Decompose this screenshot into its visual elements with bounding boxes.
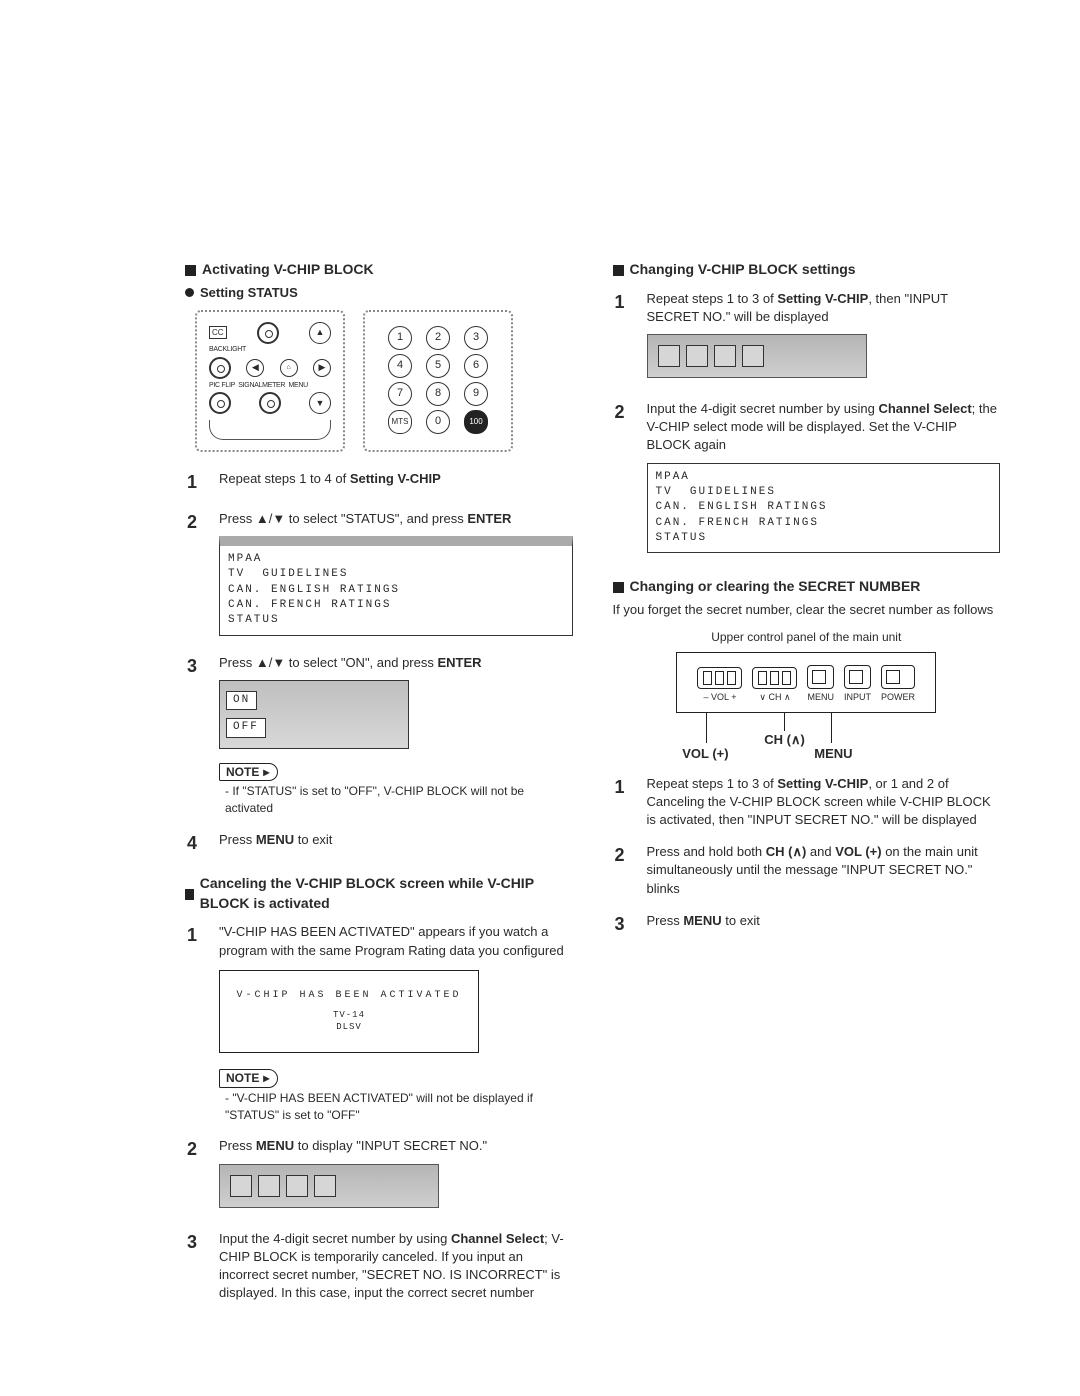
left-step-2: Press ▲/▼ to select "STATUS", and press … xyxy=(187,510,573,640)
panel-label-ch: CH (∧) xyxy=(764,731,805,749)
osd-status-list: MPAA TV GUIDELINES CAN. ENGLISH RATINGS … xyxy=(219,536,573,636)
left-step-4: Press MENU to exit xyxy=(187,831,573,856)
secret-step-2: Press and hold both CH (∧) and VOL (+) o… xyxy=(615,843,1001,898)
vchip-activated-screen: V-CHIP HAS BEEN ACTIVATED TV-14 DLSV xyxy=(219,970,479,1053)
remote-control-diagram: CC BACKLIGHT ◀ ⌂ ▶ PIC FLIP SIGNALMETER … xyxy=(195,310,345,453)
section-clearing: Changing or clearing the SECRET NUMBER xyxy=(613,577,1001,597)
sub-setting-status: Setting STATUS xyxy=(185,284,573,302)
pin-entry-box xyxy=(219,1164,439,1208)
section-activating: Activating V-CHIP BLOCK xyxy=(185,260,573,280)
cancel-step-2: Press MENU to display "INPUT SECRET NO." xyxy=(187,1137,573,1215)
main-unit-panel: – VOL + ∨ CH ∧ MENU INPUT POWER xyxy=(676,652,936,713)
note-status-off: - If "STATUS" is set to "OFF", V-CHIP BL… xyxy=(225,783,573,817)
osd-on-off: ON OFF xyxy=(219,680,409,749)
osd-status-list-2: MPAA TV GUIDELINES CAN. ENGLISH RATINGS … xyxy=(647,463,1001,554)
left-step-3: Press ▲/▼ to select "ON", and press ENTE… xyxy=(187,654,573,817)
panel-label-menu: MENU xyxy=(814,745,852,763)
secret-step-3: Press MENU to exit xyxy=(615,912,1001,937)
left-step-1: Repeat steps 1 to 4 of Setting V-CHIP xyxy=(187,470,573,495)
section-changing: Changing V-CHIP BLOCK settings xyxy=(613,260,1001,280)
pin-entry-box-2 xyxy=(647,334,867,378)
cancel-step-1: "V-CHIP HAS BEEN ACTIVATED" appears if y… xyxy=(187,923,573,1123)
note-label: NOTE▸ xyxy=(219,763,278,782)
note-vchip: - "V-CHIP HAS BEEN ACTIVATED" will not b… xyxy=(225,1090,573,1124)
right-step-1: Repeat steps 1 to 3 of Setting V-CHIP, t… xyxy=(615,290,1001,386)
right-step-2: Input the 4-digit secret number by using… xyxy=(615,400,1001,558)
secret-step-1: Repeat steps 1 to 3 of Setting V-CHIP, o… xyxy=(615,775,1001,830)
cancel-step-3: Input the 4-digit secret number by using… xyxy=(187,1230,573,1303)
panel-label-vol: VOL (+) xyxy=(682,745,728,763)
section-canceling: Canceling the V-CHIP BLOCK screen while … xyxy=(185,874,573,913)
remote-diagrams: CC BACKLIGHT ◀ ⌂ ▶ PIC FLIP SIGNALMETER … xyxy=(195,310,573,453)
note-label-2: NOTE▸ xyxy=(219,1069,278,1088)
keypad-diagram: 123 456 789 MTS0100 xyxy=(363,310,513,453)
panel-caption: Upper control panel of the main unit xyxy=(613,629,1001,646)
clear-intro: If you forget the secret number, clear t… xyxy=(613,601,1001,619)
